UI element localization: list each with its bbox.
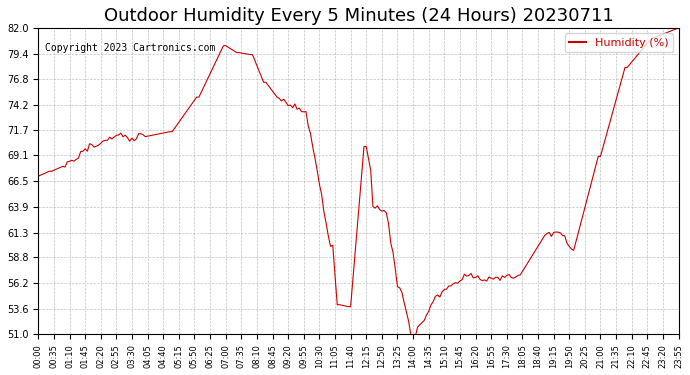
Legend: Humidity (%): Humidity (%) bbox=[565, 33, 673, 53]
Text: Copyright 2023 Cartronics.com: Copyright 2023 Cartronics.com bbox=[45, 43, 215, 53]
Title: Outdoor Humidity Every 5 Minutes (24 Hours) 20230711: Outdoor Humidity Every 5 Minutes (24 Hou… bbox=[104, 7, 613, 25]
